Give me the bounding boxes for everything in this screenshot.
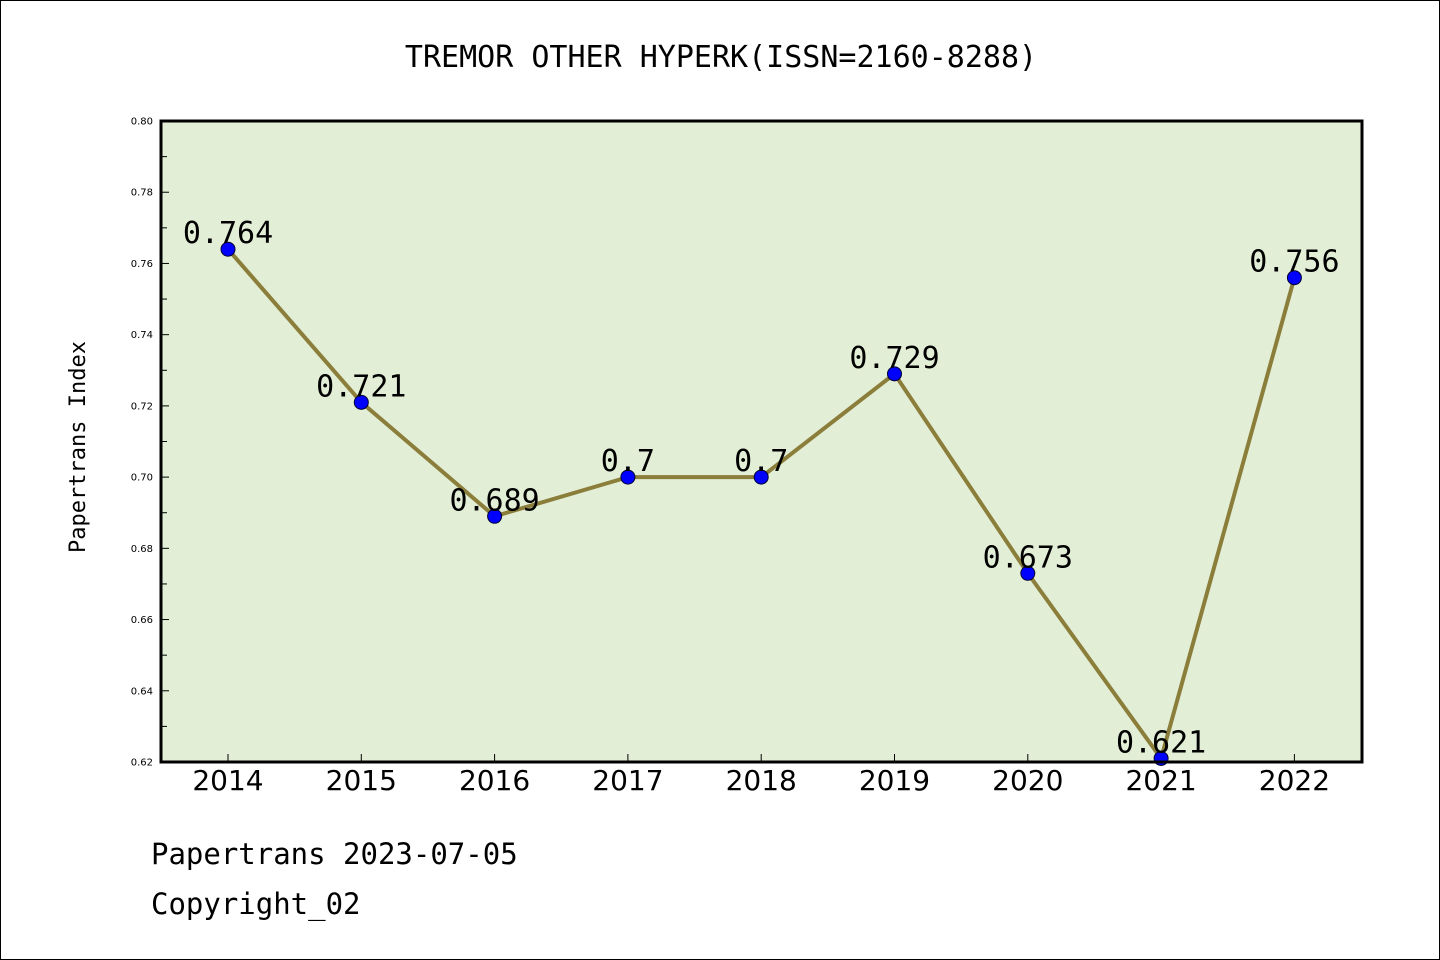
y-tick-label: 0.80 (131, 117, 153, 128)
x-tick-label: 2014 (192, 764, 263, 797)
x-tick-label: 2015 (326, 764, 397, 797)
y-tick-label: 0.74 (131, 330, 153, 341)
x-tick-label: 2022 (1259, 764, 1330, 797)
data-labels: 0.764 0.721 0.689 0.7 0.7 0.729 0.673 0.621 0.75… (183, 216, 1340, 760)
data-label: 0.764 (183, 216, 273, 251)
y-tick-label: 0.70 (131, 473, 153, 484)
y-tick-label: 0.78 (131, 188, 153, 199)
x-tick-label: 2019 (859, 764, 930, 797)
data-label: 0.689 (449, 483, 539, 518)
data-label: 0.673 (983, 540, 1073, 575)
y-tick-label: 0.62 (131, 758, 153, 769)
data-point (887, 366, 902, 382)
x-axis-ticks: 2014 2015 2016 2017 2018 2019 2020 2021 2022 (192, 754, 1330, 797)
footer-copyright: Copyright_02 (151, 887, 361, 921)
data-label: 0.7 (601, 444, 655, 479)
data-label: 0.621 (1116, 725, 1206, 760)
x-tick-label: 2021 (1125, 764, 1196, 797)
data-point (753, 469, 769, 485)
y-tick-label: 0.66 (131, 615, 153, 626)
x-tick-label: 2016 (459, 764, 530, 797)
data-point (487, 508, 503, 524)
data-point (353, 394, 369, 410)
x-tick-label: 2018 (726, 764, 797, 797)
y-tick-label: 0.68 (131, 544, 153, 555)
data-point (1020, 565, 1036, 581)
data-point (1286, 270, 1302, 286)
y-tick-label: 0.76 (131, 259, 153, 270)
chart-title: TREMOR OTHER HYPERK(ISSN=2160-8288) (405, 40, 1037, 75)
x-tick-label: 2017 (592, 764, 663, 797)
y-axis-label: Papertrans Index (66, 341, 91, 553)
plot-frame (159, 119, 1364, 764)
data-point (620, 469, 636, 485)
x-tick-label: 2020 (992, 764, 1063, 797)
y-axis-ticks: 0.62 0.64 0.66 0.68 0.70 0.72 0.74 0.76 0.78 0.80 (131, 117, 169, 769)
data-label: 0.721 (316, 369, 406, 404)
data-label: 0.756 (1249, 245, 1339, 280)
y-tick-label: 0.72 (131, 401, 153, 412)
y-tick-label: 0.64 (131, 686, 153, 697)
data-label: 0.7 (734, 444, 788, 479)
footer-date: Papertrans 2023-07-05 (151, 837, 518, 871)
data-point (220, 241, 236, 257)
data-label: 0.729 (849, 341, 939, 376)
plot-area (161, 121, 1362, 762)
data-points (220, 241, 1302, 766)
